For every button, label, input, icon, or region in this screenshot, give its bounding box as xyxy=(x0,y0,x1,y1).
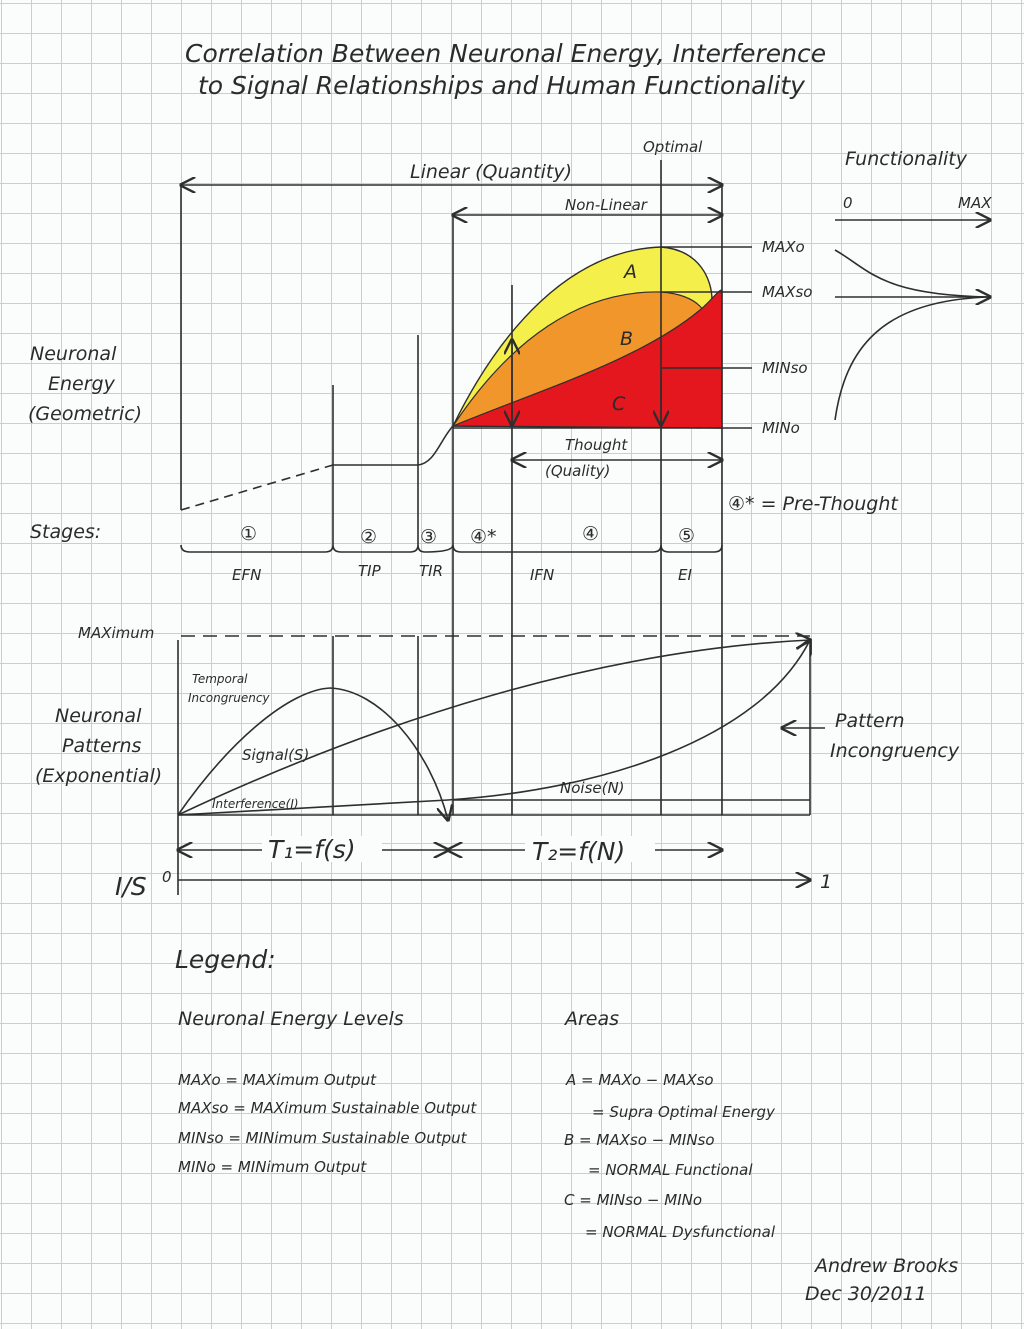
ratio-max: 1 xyxy=(820,871,832,893)
stage-number: ② xyxy=(360,526,377,548)
level-minso: MINso xyxy=(762,359,808,377)
t1-label: T₁=f(s) xyxy=(268,835,356,864)
pattern-label: Pattern xyxy=(835,710,905,732)
temporal-incongruency-curve xyxy=(177,687,448,820)
area-legend-item: = Supra Optimal Energy xyxy=(592,1103,776,1121)
energy-legend-item: MAXso = MAXimum Sustainable Output xyxy=(178,1099,477,1117)
stage-number: ④ xyxy=(582,523,599,545)
energy-levels-heading: Neuronal Energy Levels xyxy=(178,1008,404,1030)
signal-curve xyxy=(177,640,810,816)
legend-heading: Legend: xyxy=(175,945,276,974)
stage-number: ③ xyxy=(420,526,437,548)
stage-name: TIP xyxy=(358,562,382,580)
t2-label: T₂=f(N) xyxy=(532,837,625,866)
energy-chart: A B C Linear (Quantity) Optimal Non-Line… xyxy=(28,138,899,815)
stage-name: EI xyxy=(678,566,692,584)
area-legend-item: C = MINso − MINo xyxy=(564,1191,702,1209)
area-legend-item: = NORMAL Functional xyxy=(588,1161,753,1179)
area-a-label: A xyxy=(622,261,637,283)
patterns-chart: MAXimum Temporal Incongruency Signal(S) … xyxy=(35,624,960,901)
patterns-y-label: Patterns xyxy=(62,735,142,757)
label-backdrop xyxy=(525,836,655,862)
legend: Legend: Neuronal Energy Levels MAXo = MA… xyxy=(175,945,776,1241)
areas-heading: Areas xyxy=(563,1008,619,1030)
energy-curve xyxy=(333,425,454,466)
noise-label: Noise(N) xyxy=(560,779,625,797)
interference-label: Interference(I) xyxy=(212,797,299,811)
level-maxo: MAXo xyxy=(762,238,805,256)
energy-y-label: Energy xyxy=(48,373,116,395)
functionality-panel: Functionality 0 MAX xyxy=(834,148,992,421)
prethought-note: ④* = Pre-Thought xyxy=(728,493,899,515)
linear-label: Linear (Quantity) xyxy=(410,161,572,183)
noise-curve xyxy=(177,640,810,816)
stages-label: Stages: xyxy=(30,521,101,543)
signal-label: Signal(S) xyxy=(242,746,309,764)
energy-legend-item: MAXo = MAXimum Output xyxy=(178,1071,377,1089)
temporal-label: Temporal xyxy=(192,672,248,686)
stage-name: IFN xyxy=(530,566,554,584)
signature-date: Dec 30/2011 xyxy=(805,1283,927,1305)
stages-row: Stages: ① ② ③ ④* ④ ⑤ EFN TIP TIR IFN EI xyxy=(30,521,723,584)
optimal-label: Optimal xyxy=(643,138,703,156)
thought-label: Thought xyxy=(565,436,628,454)
title-line-2: to Signal Relationships and Human Functi… xyxy=(198,71,806,100)
maximum-label: MAXimum xyxy=(78,624,154,642)
area-legend-item: B = MAXso − MINso xyxy=(564,1131,715,1149)
functionality-min: 0 xyxy=(843,194,853,212)
pattern-label: Incongruency xyxy=(830,740,960,762)
stages-brace xyxy=(180,544,723,553)
energy-y-label: Neuronal xyxy=(30,343,117,365)
area-legend-item: = NORMAL Dysfunctional xyxy=(585,1223,776,1241)
ratio-label: I/S xyxy=(115,872,147,901)
temporal-label: Incongruency xyxy=(188,691,270,705)
label-backdrop xyxy=(262,836,382,862)
linear-dashed-line xyxy=(180,464,334,511)
energy-legend-item: MINso = MINimum Sustainable Output xyxy=(178,1129,468,1147)
level-maxso: MAXso xyxy=(762,283,812,301)
title-line-1: Correlation Between Neuronal Energy, Int… xyxy=(185,39,826,68)
stage-name: EFN xyxy=(232,566,261,584)
area-b-label: B xyxy=(620,328,633,350)
patterns-y-label: (Exponential) xyxy=(35,765,162,787)
ratio-min: 0 xyxy=(162,868,172,886)
functionality-curve xyxy=(834,249,991,421)
signature-name: Andrew Brooks xyxy=(813,1255,958,1277)
area-c-label: C xyxy=(612,393,626,415)
patterns-y-label: Neuronal xyxy=(55,705,142,727)
functionality-title: Functionality xyxy=(845,148,968,170)
thought-label: (Quality) xyxy=(545,462,610,480)
stage-number: ⑤ xyxy=(678,525,695,547)
energy-y-label: (Geometric) xyxy=(28,403,142,425)
stage-number: ④* xyxy=(470,526,497,548)
stage-number: ① xyxy=(240,523,257,545)
level-mino: MINo xyxy=(762,419,800,437)
stage-name: TIR xyxy=(419,562,443,580)
functionality-max: MAX xyxy=(958,194,992,212)
area-legend-item: A = MAXo − MAXso xyxy=(565,1071,714,1089)
nonlinear-label: Non-Linear xyxy=(565,196,648,214)
energy-legend-item: MINo = MINimum Output xyxy=(178,1158,367,1176)
